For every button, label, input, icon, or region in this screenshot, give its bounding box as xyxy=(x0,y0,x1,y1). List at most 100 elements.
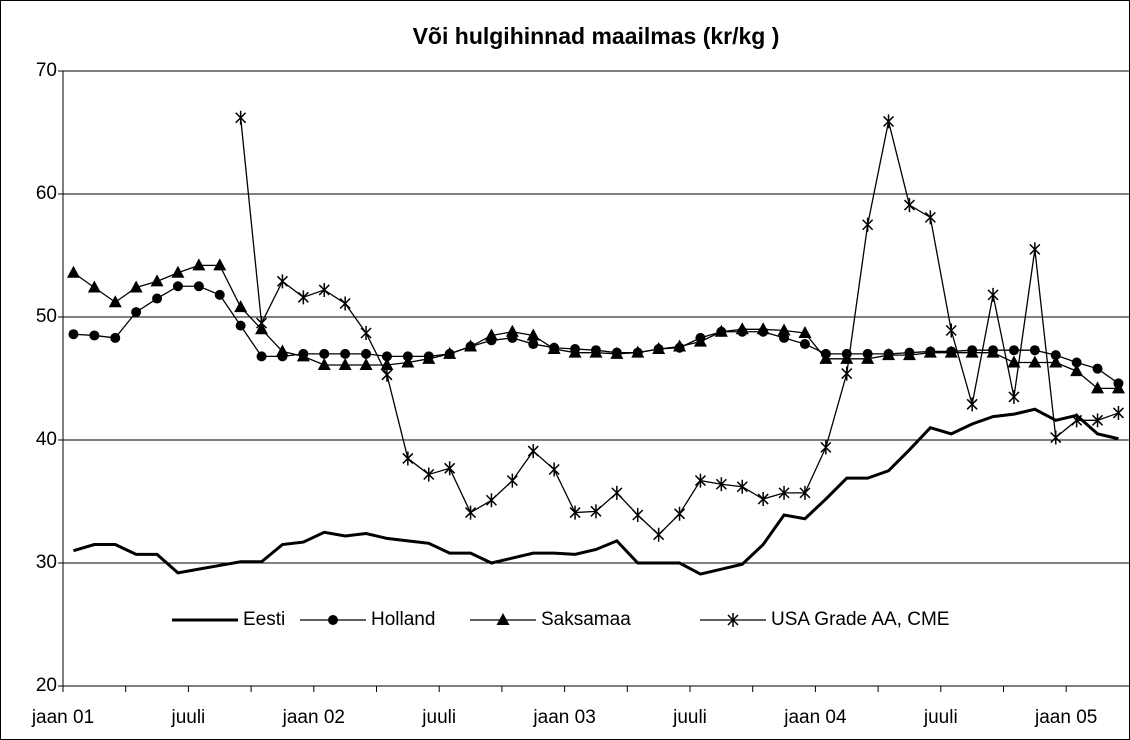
x-tick-label: jaan 04 xyxy=(783,707,847,728)
x-tick-label: juuli xyxy=(170,707,205,728)
y-tick-label: 60 xyxy=(36,183,57,204)
point xyxy=(841,366,853,381)
point xyxy=(861,351,875,364)
point xyxy=(526,328,540,341)
point xyxy=(66,265,80,278)
point xyxy=(234,300,248,313)
point xyxy=(923,345,937,358)
point xyxy=(235,110,247,125)
point xyxy=(422,351,436,364)
point xyxy=(1029,242,1041,257)
point xyxy=(359,357,373,370)
point xyxy=(632,508,644,523)
point xyxy=(318,282,330,297)
point xyxy=(674,506,686,521)
point xyxy=(131,307,142,318)
point xyxy=(966,397,978,412)
point xyxy=(631,345,645,358)
point xyxy=(1071,357,1082,368)
point xyxy=(87,280,101,293)
point xyxy=(1071,413,1083,428)
x-tick-label: juuli xyxy=(421,707,456,728)
point xyxy=(256,351,267,362)
point xyxy=(89,330,100,341)
point xyxy=(694,473,706,488)
point xyxy=(150,274,164,287)
point xyxy=(193,281,204,292)
legend-label: Eesti xyxy=(243,609,285,630)
point xyxy=(317,357,331,370)
point xyxy=(778,485,790,500)
point xyxy=(505,324,519,337)
series-line xyxy=(73,264,1119,389)
point xyxy=(68,329,79,340)
y-tick-label: 50 xyxy=(36,306,57,327)
point xyxy=(129,280,143,293)
point xyxy=(465,505,477,520)
point xyxy=(361,348,372,359)
point xyxy=(735,322,749,335)
point xyxy=(1111,381,1125,394)
point xyxy=(152,293,163,304)
point xyxy=(496,613,510,625)
point xyxy=(1007,355,1021,368)
point xyxy=(296,349,310,362)
point xyxy=(1008,345,1019,356)
point xyxy=(799,485,811,500)
point xyxy=(736,479,748,494)
point xyxy=(444,461,456,476)
point xyxy=(506,473,518,488)
x-tick-label: juuli xyxy=(923,707,958,728)
point xyxy=(547,341,561,354)
point xyxy=(673,339,687,352)
point xyxy=(464,339,478,352)
point xyxy=(402,451,414,466)
point xyxy=(1050,350,1061,361)
point xyxy=(652,341,666,354)
legend-label: USA Grade AA, CME xyxy=(771,609,949,630)
point xyxy=(381,367,393,382)
point xyxy=(360,325,372,340)
point xyxy=(590,504,602,519)
point xyxy=(338,357,352,370)
point xyxy=(1112,405,1124,420)
point xyxy=(589,345,603,358)
point xyxy=(903,198,915,213)
point xyxy=(777,323,791,336)
point xyxy=(1050,430,1062,445)
point xyxy=(653,527,665,542)
point xyxy=(840,351,854,364)
x-tick-label: jaan 01 xyxy=(31,707,94,728)
x-tick-label: juuli xyxy=(672,707,707,728)
point xyxy=(213,258,227,271)
point xyxy=(214,289,225,300)
point xyxy=(172,281,183,292)
point xyxy=(819,351,833,364)
point xyxy=(965,345,979,358)
point xyxy=(1092,413,1104,428)
point xyxy=(1029,345,1040,356)
point xyxy=(319,348,330,359)
series-line xyxy=(73,407,1119,576)
legend-label: Holland xyxy=(371,609,435,630)
point xyxy=(235,320,246,331)
point xyxy=(798,325,812,338)
point xyxy=(528,339,539,350)
point xyxy=(568,345,582,358)
point xyxy=(820,440,832,455)
point xyxy=(381,351,392,362)
x-tick-label: jaan 03 xyxy=(532,707,595,728)
point xyxy=(756,322,770,335)
point xyxy=(1028,355,1042,368)
point xyxy=(297,290,309,305)
point xyxy=(423,467,435,482)
point xyxy=(757,492,769,507)
point xyxy=(945,323,957,338)
chart-title: Või hulgihinnad maailmas (kr/kg ) xyxy=(413,23,780,49)
x-tick-label: jaan 02 xyxy=(282,707,345,728)
point xyxy=(275,344,289,357)
point xyxy=(610,346,624,359)
point xyxy=(986,345,1000,358)
point xyxy=(484,328,498,341)
